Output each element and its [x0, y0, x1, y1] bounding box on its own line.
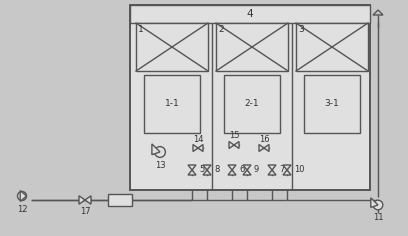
Circle shape [373, 200, 383, 210]
Polygon shape [283, 170, 291, 175]
Text: 8: 8 [214, 165, 220, 174]
Polygon shape [79, 196, 85, 204]
Circle shape [18, 191, 27, 201]
Bar [136, 23, 208, 71]
Bar [296, 23, 368, 71]
Text: 1: 1 [138, 25, 144, 34]
Bar [304, 75, 360, 133]
Polygon shape [188, 165, 196, 170]
Polygon shape [85, 196, 91, 204]
Text: 6: 6 [239, 165, 244, 174]
Polygon shape [243, 165, 251, 170]
Text: 16: 16 [259, 135, 269, 143]
Polygon shape [371, 198, 378, 207]
Polygon shape [234, 142, 239, 148]
Text: 15: 15 [229, 131, 239, 140]
Text: 5: 5 [199, 165, 204, 174]
Bar [130, 5, 370, 23]
Polygon shape [152, 144, 160, 155]
Polygon shape [283, 165, 291, 170]
Polygon shape [228, 165, 236, 170]
Bar [216, 23, 288, 71]
Text: 2: 2 [218, 25, 224, 34]
Polygon shape [229, 142, 234, 148]
Text: 1-1: 1-1 [164, 100, 180, 109]
Text: 13: 13 [155, 161, 165, 170]
Text: 4: 4 [247, 9, 253, 19]
Text: 9: 9 [254, 165, 259, 174]
Polygon shape [198, 144, 203, 152]
Bar [224, 75, 280, 133]
Polygon shape [228, 170, 236, 175]
Text: 10: 10 [294, 165, 304, 174]
Text: 11: 11 [373, 214, 383, 223]
Polygon shape [20, 191, 27, 201]
Polygon shape [203, 170, 211, 175]
Text: 3-1: 3-1 [325, 100, 339, 109]
Polygon shape [268, 165, 276, 170]
Bar [130, 5, 370, 190]
Bar [144, 75, 200, 133]
Polygon shape [243, 170, 251, 175]
Polygon shape [268, 170, 276, 175]
Text: 17: 17 [80, 206, 90, 215]
Text: 12: 12 [17, 205, 27, 214]
Polygon shape [203, 165, 211, 170]
Text: 3: 3 [298, 25, 304, 34]
Bar [108, 194, 132, 206]
Circle shape [155, 147, 165, 157]
Polygon shape [259, 144, 264, 152]
Polygon shape [264, 144, 269, 152]
Text: 14: 14 [193, 135, 203, 143]
Text: 7: 7 [279, 165, 284, 174]
Text: 2-1: 2-1 [245, 100, 259, 109]
Polygon shape [188, 170, 196, 175]
Polygon shape [193, 144, 198, 152]
